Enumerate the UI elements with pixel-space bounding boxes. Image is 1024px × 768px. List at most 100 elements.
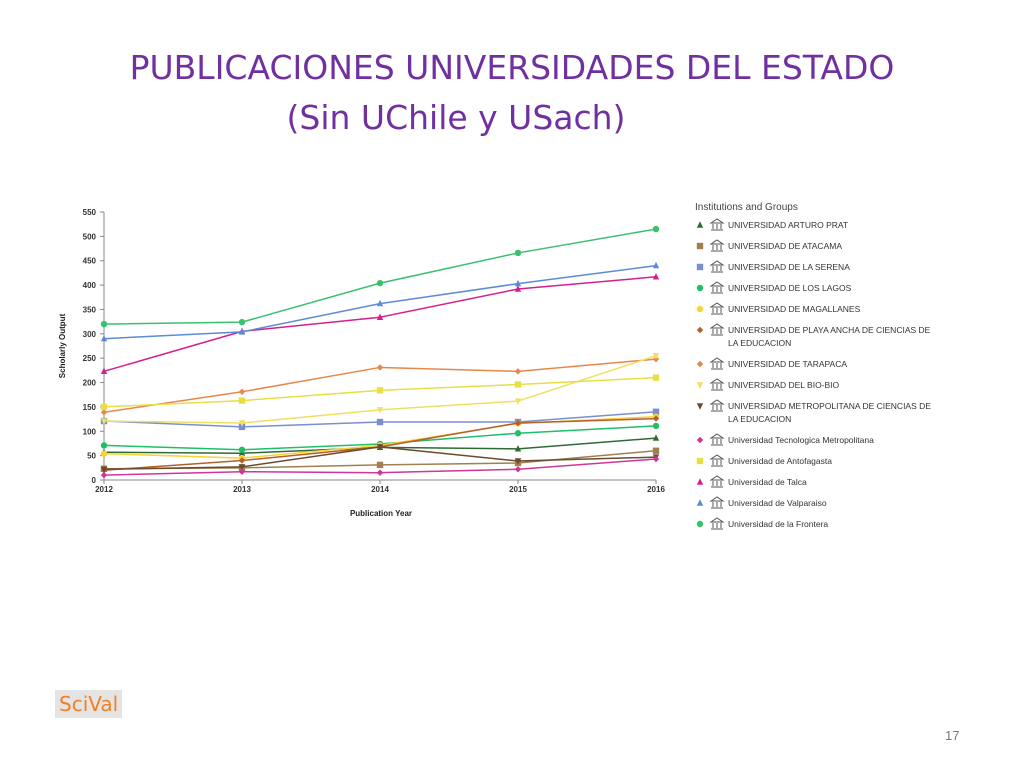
data-point	[376, 364, 384, 371]
data-point	[376, 387, 384, 394]
data-point	[238, 328, 246, 335]
data-point	[238, 468, 246, 475]
data-point	[100, 403, 108, 411]
data-point	[238, 397, 246, 404]
institution-icon	[709, 218, 725, 231]
institution-icon	[709, 496, 725, 509]
data-point	[514, 430, 522, 437]
data-point	[514, 398, 522, 405]
x-tick-label: 2012	[95, 485, 113, 494]
data-point	[100, 466, 108, 473]
legend-item: Universidad de Talca	[696, 475, 807, 488]
legend-item: Universidad de la Frontera	[696, 517, 828, 530]
y-tick-label: 150	[83, 403, 97, 412]
y-tick-label: 300	[83, 330, 97, 339]
institution-icon	[709, 281, 725, 294]
data-point	[376, 444, 384, 451]
data-point	[652, 447, 660, 454]
series-12	[100, 261, 660, 342]
legend-marker	[696, 403, 704, 410]
data-point	[100, 334, 108, 342]
legend-marker	[696, 457, 704, 465]
legend-label: Universidad de Talca	[728, 477, 807, 487]
legend-label: Universidad de Antofagasta	[728, 456, 832, 466]
legend-item: UNIVERSIDAD DE LOS LAGOS	[696, 281, 852, 294]
series-7	[100, 353, 660, 427]
series-line	[103, 276, 657, 373]
legend-marker	[696, 499, 704, 506]
y-tick-label: 450	[83, 257, 97, 266]
data-point	[376, 418, 384, 426]
data-point	[652, 374, 660, 381]
institution-icon	[709, 239, 725, 252]
series-9	[100, 455, 660, 479]
data-point	[652, 408, 660, 415]
legend-item: Universidad de Valparaiso	[696, 496, 827, 509]
legend-marker	[696, 382, 704, 389]
legend-marker	[696, 326, 704, 334]
institution-icon	[709, 399, 725, 412]
institution-icon	[709, 260, 725, 273]
legend-marker	[696, 360, 704, 368]
institution-icon	[709, 433, 725, 446]
data-point	[238, 423, 246, 431]
institution-icon	[709, 475, 725, 488]
data-point	[100, 409, 108, 416]
y-tick-label: 400	[83, 281, 97, 290]
legend-item: UNIVERSIDAD ARTURO PRAT	[696, 218, 848, 231]
legend-marker	[696, 221, 704, 228]
data-point	[238, 446, 246, 453]
legend-label: Universidad Tecnologica Metropolitana	[728, 435, 874, 445]
data-point	[238, 318, 246, 326]
legend-marker	[696, 520, 704, 528]
y-tick-label: 250	[83, 354, 97, 363]
y-axis-title: Scholarly Output	[58, 313, 67, 378]
legend-label: UNIVERSIDAD ARTURO PRAT	[728, 220, 848, 230]
data-point	[376, 461, 384, 469]
y-tick-label: 200	[83, 379, 97, 388]
data-point	[100, 471, 108, 479]
y-tick-label: 50	[87, 452, 96, 461]
data-point	[652, 434, 660, 441]
data-point	[514, 445, 522, 452]
legend-label: UNIVERSIDAD DEL BIO-BIO	[728, 380, 840, 390]
legend: UNIVERSIDAD ARTURO PRAT UNIVERSIDAD DE AT…	[696, 218, 931, 530]
data-point	[376, 299, 384, 307]
y-tick-label: 0	[92, 476, 97, 485]
data-point	[652, 273, 660, 280]
legend-marker	[696, 305, 704, 313]
x-axis-ticks: 2012 2013 2014 2015 2016	[95, 480, 665, 494]
legend-label: UNIVERSIDAD DE PLAYA ANCHA DE CIENCIAS D…	[728, 325, 931, 335]
legend-marker	[696, 436, 704, 444]
legend-label: UNIVERSIDAD METROPOLITANA DE CIENCIAS DE	[728, 401, 931, 411]
data-point	[100, 418, 108, 425]
data-point	[652, 225, 660, 233]
legend-label: LA EDUCACION	[728, 338, 791, 348]
institution-icon	[709, 454, 725, 467]
y-tick-label: 500	[83, 232, 97, 241]
series-10	[100, 374, 660, 411]
legend-item: UNIVERSIDAD DEL BIO-BIO	[696, 378, 840, 391]
data-point	[376, 279, 384, 287]
page-number: 17	[945, 728, 960, 743]
x-tick-label: 2015	[509, 485, 527, 494]
data-point	[238, 464, 246, 471]
institution-icon	[709, 302, 725, 315]
legend-marker	[696, 284, 704, 292]
data-point	[514, 466, 522, 473]
legend-item: Universidad de Antofagasta	[696, 454, 832, 467]
y-tick-label: 550	[83, 208, 97, 217]
data-point	[514, 249, 522, 257]
institution-icon	[709, 323, 725, 336]
institution-icon	[709, 357, 725, 370]
legend-marker	[696, 242, 704, 250]
scival-logo: SciVal	[55, 690, 123, 718]
data-point	[652, 261, 660, 269]
legend-label: UNIVERSIDAD DE MAGALLANES	[728, 304, 861, 314]
data-point	[238, 420, 246, 427]
legend-title: Institutions and Groups	[695, 202, 798, 213]
data-point	[514, 381, 522, 388]
legend-item: UNIVERSIDAD DE TARAPACA	[696, 357, 847, 370]
data-point	[376, 407, 384, 414]
series-layer	[100, 225, 660, 479]
